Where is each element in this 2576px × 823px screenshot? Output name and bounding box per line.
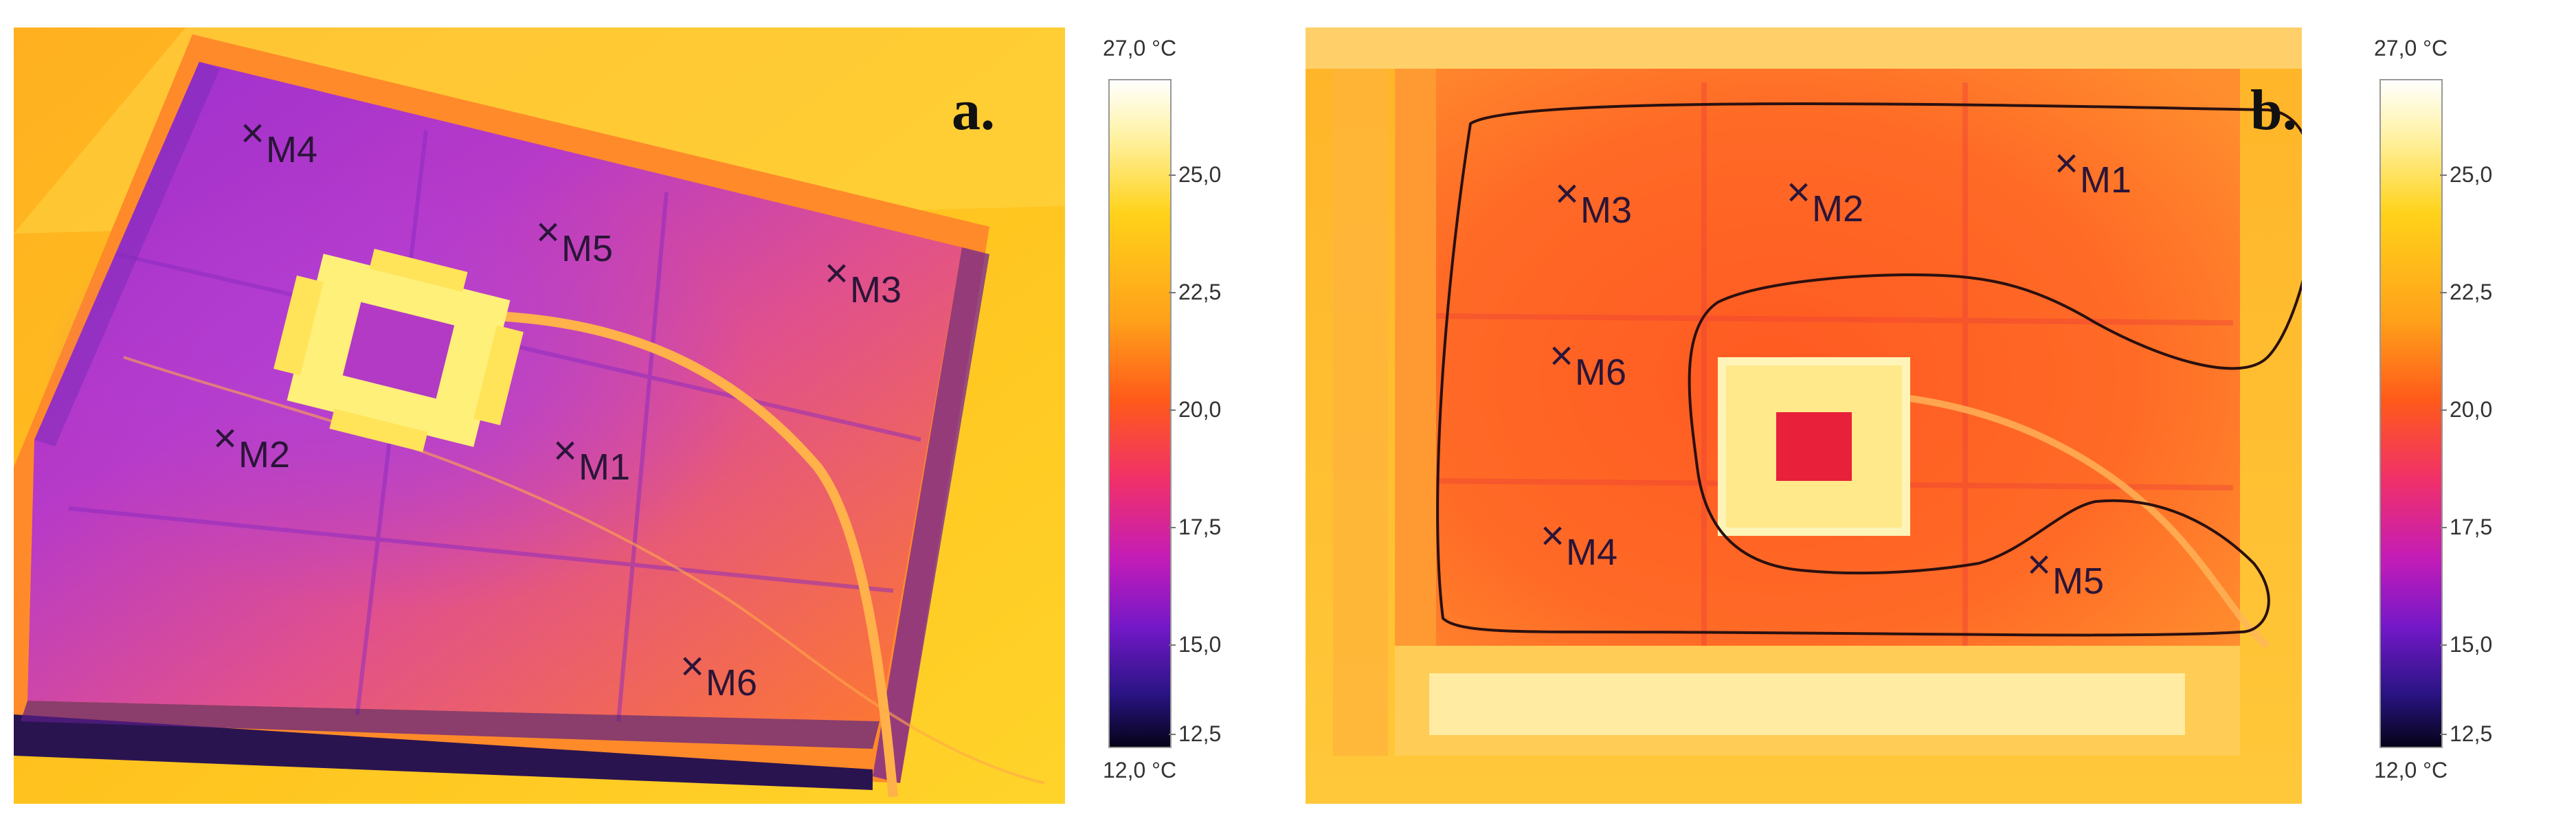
scale-tick: 22,5 bbox=[1168, 280, 1222, 304]
temperature-scale: 27,0 °C 25,0 22,5 20,0 17,5 15,0 12,5 12… bbox=[1103, 0, 1222, 823]
thermal-panel-b: b. ×M1 ×M2 ×M3 ×M6 ×M4 ×M5 27,0 °C 25,0 … bbox=[1292, 0, 2576, 823]
scale-tick: 22,5 bbox=[2439, 280, 2493, 304]
scale-tick: 20,0 bbox=[2439, 397, 2493, 422]
measurement-marker-m3: ×M3 bbox=[825, 250, 902, 311]
measurement-marker-m4: ×M4 bbox=[1541, 512, 1618, 573]
scale-tick: 15,0 bbox=[1168, 632, 1222, 657]
marker-label: M3 bbox=[850, 269, 902, 311]
marker-label: M5 bbox=[2052, 561, 2105, 602]
panel-label: a. bbox=[952, 78, 995, 142]
scale-tick: 25,0 bbox=[1168, 162, 1222, 187]
measurement-marker-m2: ×M2 bbox=[1787, 169, 1864, 229]
scale-min-label: 12,0 °C bbox=[1103, 758, 1177, 782]
thermal-image-b bbox=[1306, 27, 2302, 804]
marker-label: M1 bbox=[579, 447, 631, 488]
thermal-image-b-graphic bbox=[1306, 27, 2302, 804]
measurement-marker-m3: ×M3 bbox=[1555, 170, 1633, 231]
marker-label: M6 bbox=[706, 662, 758, 703]
marker-label: M2 bbox=[1812, 188, 1864, 229]
measurement-marker-m6: ×M6 bbox=[680, 643, 758, 703]
scale-tick: 17,5 bbox=[1168, 515, 1222, 539]
thermal-panel-a: a. ×M4 ×M5 ×M3 ×M2 ×M1 ×M6 27,0 °C 25,0 … bbox=[0, 0, 1285, 823]
temperature-scale: 27,0 °C 25,0 22,5 20,0 17,5 15,0 12,5 12… bbox=[2374, 0, 2493, 823]
marker-label: M4 bbox=[266, 129, 318, 170]
scale-tick: 12,5 bbox=[1168, 721, 1222, 746]
color-scale-bar bbox=[2379, 79, 2443, 748]
scale-max-label: 27,0 °C bbox=[2374, 36, 2448, 60]
marker-label: M5 bbox=[561, 228, 614, 269]
measurement-marker-m1: ×M1 bbox=[2054, 140, 2132, 201]
scale-min-label: 12,0 °C bbox=[2374, 758, 2448, 782]
scale-tick: 20,0 bbox=[1168, 397, 1222, 422]
marker-label: M3 bbox=[1580, 190, 1633, 231]
color-scale-bar bbox=[1108, 79, 1172, 748]
marker-label: M6 bbox=[1575, 352, 1627, 393]
measurement-marker-m4: ×M4 bbox=[240, 110, 318, 170]
thermal-image-a-graphic bbox=[14, 27, 1065, 804]
scale-tick: 25,0 bbox=[2439, 162, 2493, 187]
measurement-marker-m6: ×M6 bbox=[1549, 332, 1627, 393]
panel-label: b. bbox=[2250, 78, 2297, 142]
measurement-marker-m2: ×M2 bbox=[213, 415, 291, 475]
scale-tick: 12,5 bbox=[2439, 721, 2493, 746]
marker-label: M4 bbox=[1566, 532, 1618, 573]
measurement-marker-m1: ×M1 bbox=[553, 427, 631, 488]
measurement-marker-m5: ×M5 bbox=[2027, 541, 2105, 602]
scale-max-label: 27,0 °C bbox=[1103, 36, 1177, 60]
scale-tick: 15,0 bbox=[2439, 632, 2493, 657]
marker-label: M2 bbox=[238, 434, 291, 475]
marker-label: M1 bbox=[2080, 159, 2132, 201]
scale-tick: 17,5 bbox=[2439, 515, 2493, 539]
measurement-marker-m5: ×M5 bbox=[536, 209, 614, 269]
thermal-image-a bbox=[14, 27, 1065, 804]
